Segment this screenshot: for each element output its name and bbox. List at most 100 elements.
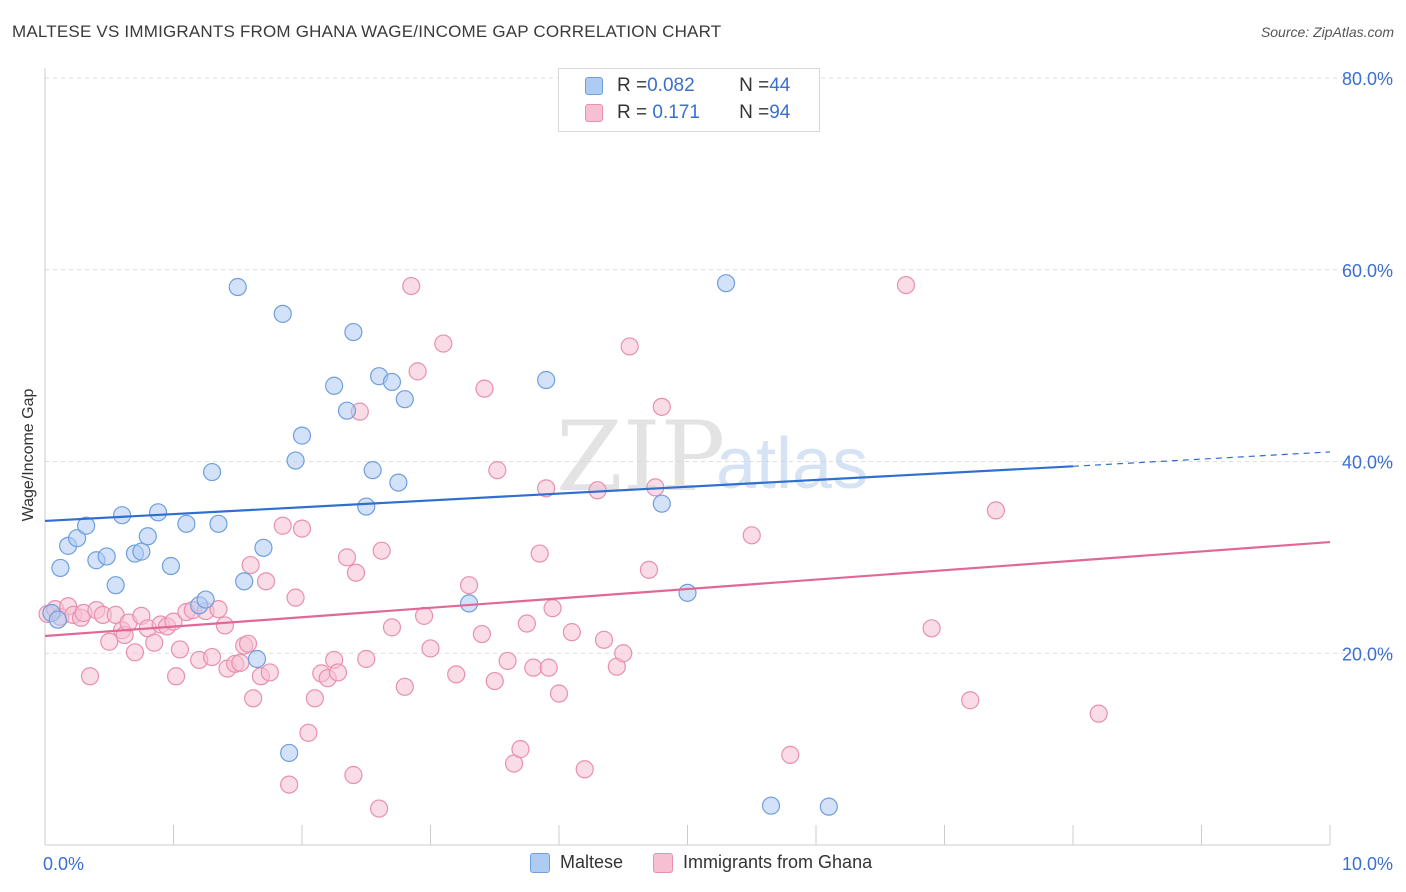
ghana-point xyxy=(614,644,633,663)
ghana-point xyxy=(408,362,427,381)
ghana-point xyxy=(472,624,491,644)
ghana-point xyxy=(145,633,164,652)
ghana-point xyxy=(328,663,348,682)
ghana-point xyxy=(280,775,299,794)
ghana-point xyxy=(530,544,549,563)
maltese-point xyxy=(196,590,215,609)
ghana-point xyxy=(498,651,517,671)
maltese-point xyxy=(235,572,254,591)
maltese-point xyxy=(77,516,96,535)
ghana-point xyxy=(459,576,479,595)
maltese-point xyxy=(819,797,838,816)
y-tick-label: 60.0% xyxy=(1342,261,1393,281)
legend-item-ghana[interactable]: Immigrants from Ghana xyxy=(653,852,872,873)
maltese-point xyxy=(148,503,168,522)
ghana-point xyxy=(100,632,119,651)
ghana-point xyxy=(511,740,530,759)
ghana-point xyxy=(517,614,536,633)
y-tick-label: 80.0% xyxy=(1342,69,1393,89)
series-legend: Maltese Immigrants from Ghana xyxy=(530,852,902,873)
ghana-point xyxy=(562,623,581,642)
maltese-point xyxy=(286,451,305,470)
maltese-point xyxy=(357,497,376,516)
ghana-point xyxy=(382,618,402,637)
n-value: 94 xyxy=(769,102,791,123)
ghana-point xyxy=(125,643,145,662)
ghana-point xyxy=(922,619,941,638)
maltese-point xyxy=(459,594,479,613)
legend-item-maltese[interactable]: Maltese xyxy=(530,852,623,873)
maltese-point xyxy=(395,390,414,409)
ghana-point xyxy=(80,667,100,686)
ghana-point xyxy=(372,541,391,560)
ghana-point xyxy=(395,677,414,696)
maltese-point xyxy=(325,376,344,395)
maltese-trend-extension xyxy=(1072,451,1331,467)
maltese-point xyxy=(132,542,151,561)
maltese-point xyxy=(247,649,267,669)
ghana-point xyxy=(170,640,190,659)
axes xyxy=(44,68,1331,846)
maltese-point xyxy=(389,473,408,492)
legend-label-ghana: Immigrants from Ghana xyxy=(683,852,873,872)
source-label: Source: ZipAtlas.com xyxy=(1260,24,1394,40)
maltese-trend-line xyxy=(44,465,1074,523)
ghana-point xyxy=(231,653,250,672)
maltese-point xyxy=(652,494,671,513)
ghana-point xyxy=(539,658,558,677)
maltese-point xyxy=(112,506,132,525)
maltese-point xyxy=(363,461,382,480)
ghana-swatch xyxy=(585,104,603,122)
x-tick-label: 10.0% xyxy=(1342,854,1393,874)
ghana-point xyxy=(344,765,363,785)
r-value: 0.171 xyxy=(647,102,700,123)
ghana-point xyxy=(986,501,1006,520)
ghana-point xyxy=(299,723,318,742)
ghana-point xyxy=(421,639,440,658)
series-maltese-points xyxy=(42,274,838,816)
ghana-point xyxy=(488,461,507,480)
watermark-zip: ZIP xyxy=(556,401,725,513)
ghana-point xyxy=(244,689,263,708)
maltese-legend-swatch xyxy=(530,852,550,873)
stats-legend: R = 0.082 N = 44 R = 0.171 N = 94 xyxy=(558,68,820,132)
ghana-point xyxy=(742,526,761,545)
ghana-point xyxy=(475,379,494,398)
ghana-point xyxy=(524,658,543,677)
ghana-point xyxy=(346,563,366,582)
watermark-atlas: atlas xyxy=(716,424,868,504)
maltese-point xyxy=(537,370,556,390)
maltese-point xyxy=(97,547,116,566)
maltese-point xyxy=(344,322,363,342)
ghana-point xyxy=(273,516,292,535)
x-tick-label: 0.0% xyxy=(43,854,84,874)
n-label: N = xyxy=(739,102,770,123)
maltese-point xyxy=(273,304,292,323)
ghana-point xyxy=(543,599,562,618)
series-ghana-points xyxy=(38,275,1108,818)
ghana-legend-swatch xyxy=(653,852,674,873)
ghana-point xyxy=(202,647,222,667)
ghana-point xyxy=(537,479,556,498)
ghana-point xyxy=(238,634,258,653)
stats-row-ghana: R = 0.171 N = 94 xyxy=(585,101,790,125)
ghana-point xyxy=(260,663,279,682)
ghana-point xyxy=(961,691,980,710)
maltese-swatch xyxy=(585,77,603,95)
maltese-point xyxy=(138,527,157,546)
ghana-point xyxy=(292,519,312,538)
ghana-point xyxy=(370,799,389,818)
maltese-point xyxy=(161,556,181,576)
maltese-point xyxy=(382,372,402,392)
ghana-point xyxy=(594,630,614,649)
ghana-point xyxy=(434,334,453,353)
maltese-point xyxy=(716,274,736,293)
maltese-point xyxy=(678,583,697,602)
y-tick-label: 40.0% xyxy=(1342,453,1393,473)
ghana-point xyxy=(639,560,659,579)
maltese-point xyxy=(51,558,70,578)
n-value: 44 xyxy=(769,75,791,96)
maltese-point xyxy=(68,529,87,548)
grid-lines xyxy=(45,77,1393,654)
